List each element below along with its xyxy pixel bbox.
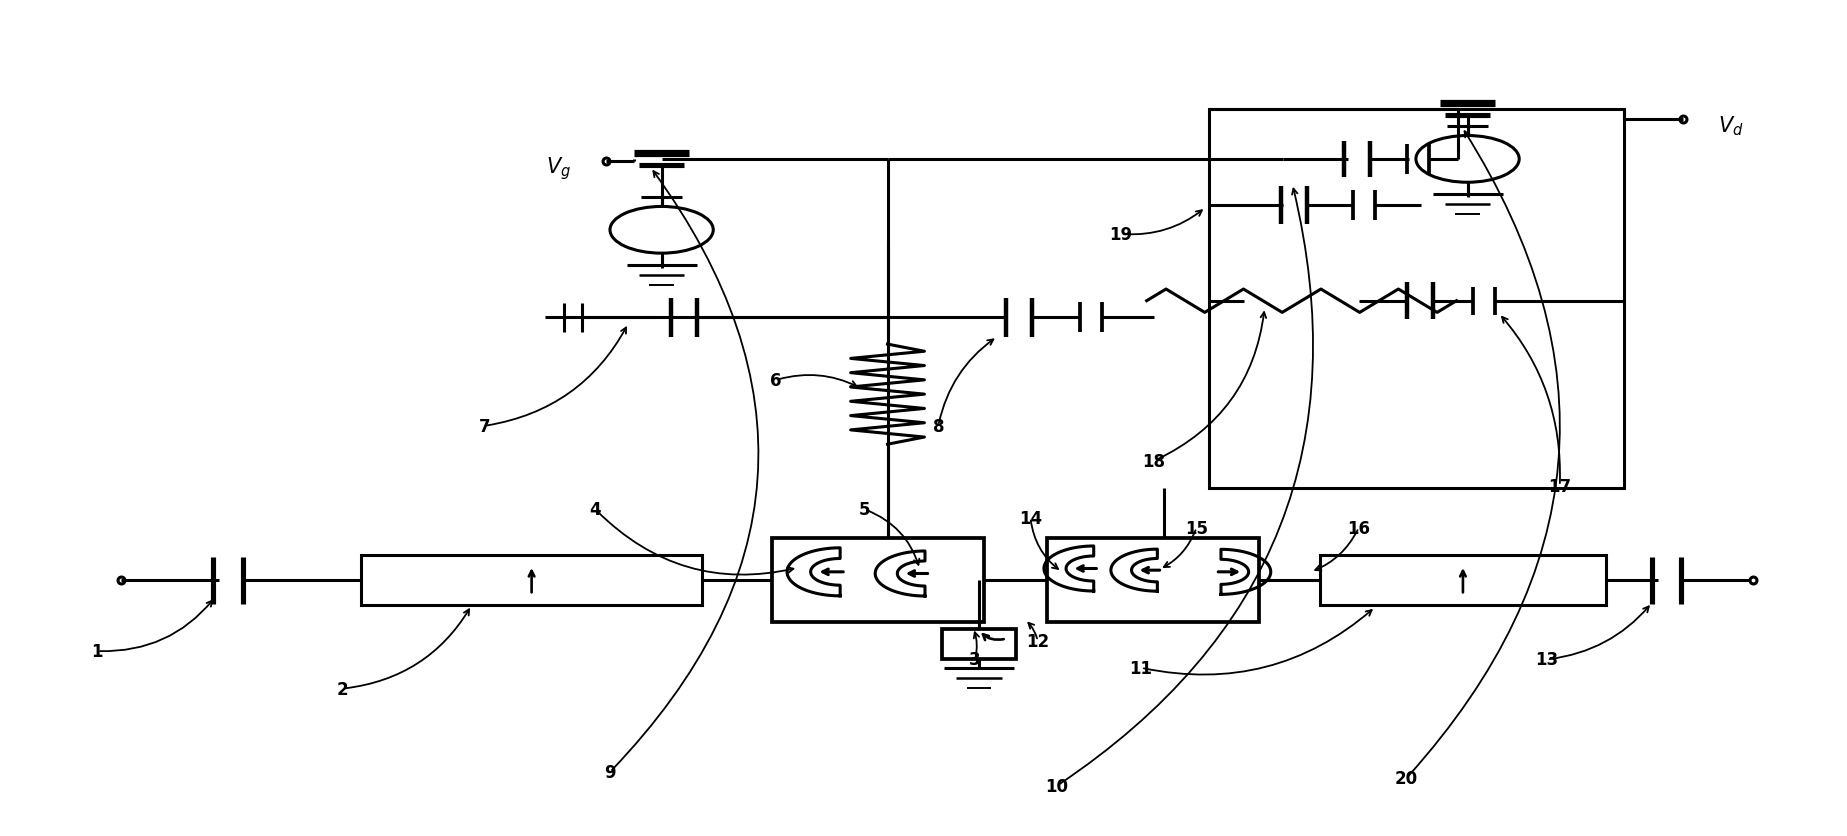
Text: 8: 8: [933, 417, 944, 436]
Text: 17: 17: [1548, 477, 1572, 495]
Text: 13: 13: [1535, 650, 1559, 669]
Bar: [942, 629, 1016, 660]
Text: $V_g$: $V_g$: [547, 155, 571, 181]
Bar: [1210, 110, 1624, 489]
Text: 19: 19: [1110, 226, 1132, 243]
Text: 5: 5: [859, 501, 870, 518]
Bar: [1321, 555, 1605, 605]
Text: 14: 14: [1020, 509, 1042, 527]
Text: $V_d$: $V_d$: [1718, 115, 1744, 138]
Text: 3: 3: [970, 650, 981, 669]
Text: 4: 4: [589, 501, 600, 518]
Text: 20: 20: [1394, 769, 1418, 787]
Text: 16: 16: [1346, 519, 1370, 537]
Bar: [772, 539, 984, 622]
Text: 7: 7: [478, 417, 491, 436]
Text: 6: 6: [770, 371, 781, 390]
Bar: [360, 555, 702, 605]
Text: 11: 11: [1130, 659, 1153, 677]
Text: 18: 18: [1143, 452, 1165, 471]
Text: 10: 10: [1045, 777, 1068, 795]
Text: 12: 12: [1027, 632, 1049, 650]
Text: 2: 2: [336, 680, 349, 698]
Text: 15: 15: [1186, 519, 1208, 537]
Bar: [1047, 539, 1260, 622]
Text: 9: 9: [604, 763, 615, 781]
Text: 1: 1: [92, 642, 103, 660]
